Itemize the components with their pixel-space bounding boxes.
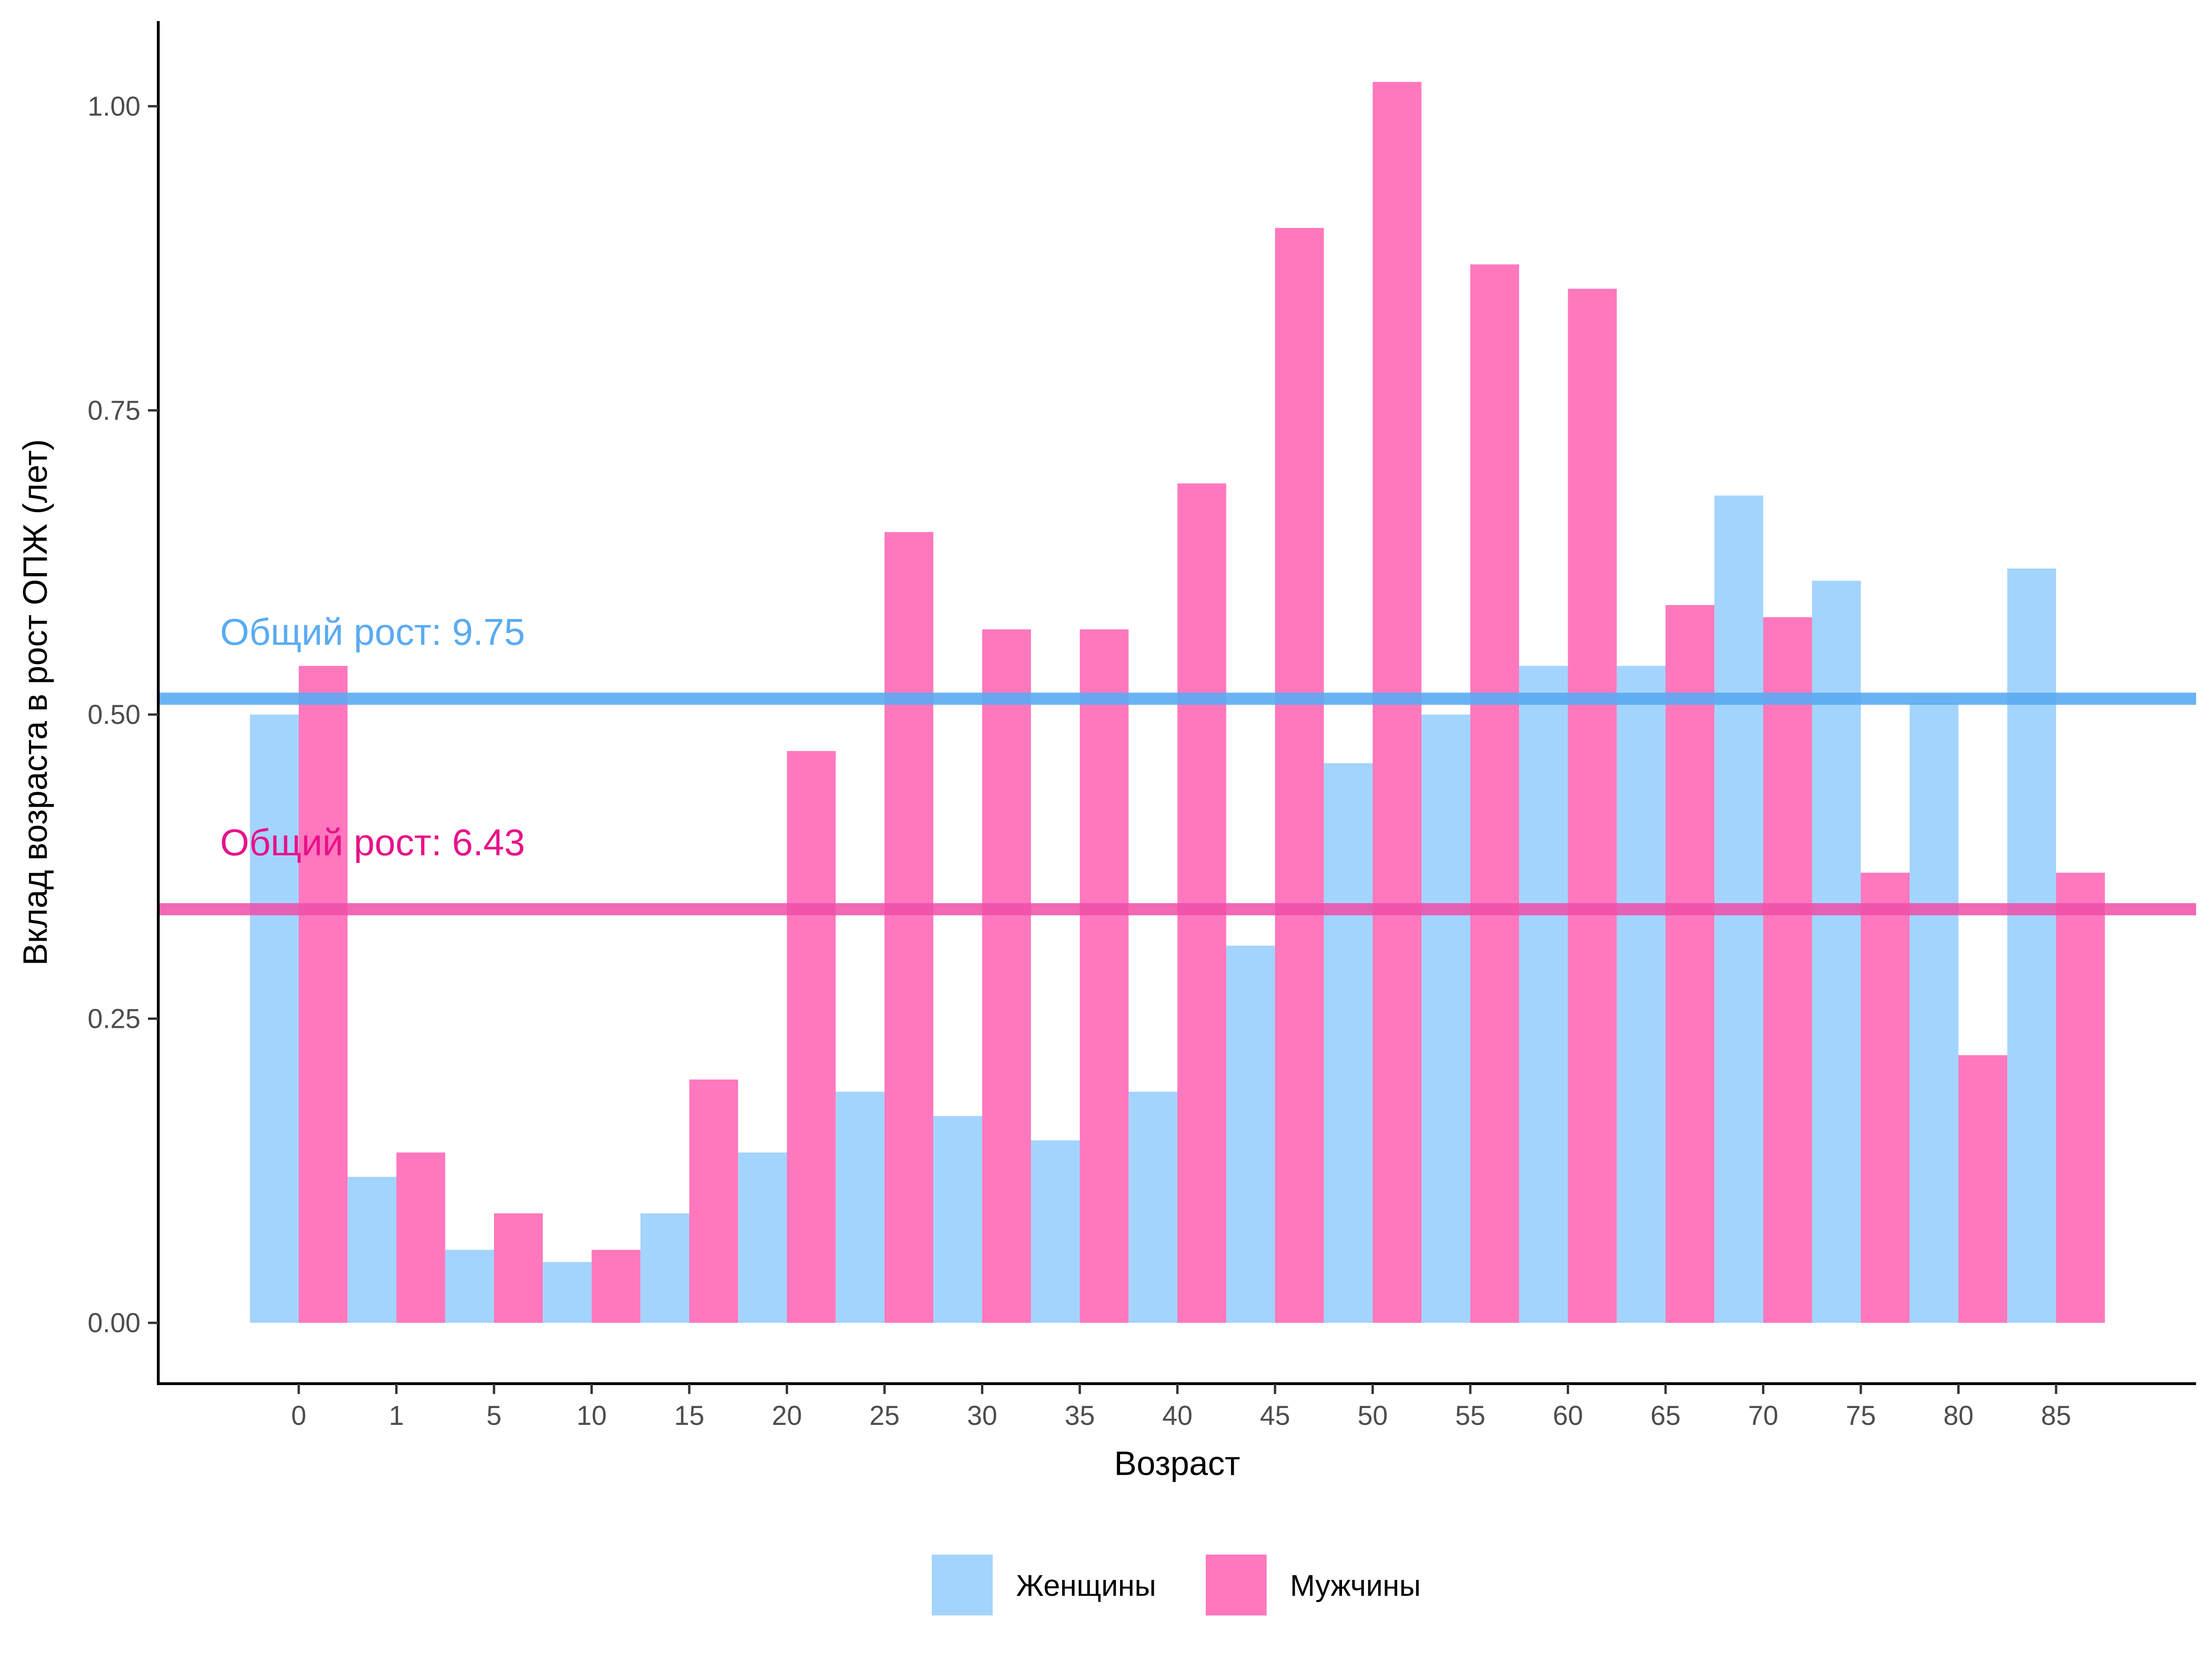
x-tick-label: 0 <box>291 1401 306 1431</box>
x-tick-label: 25 <box>870 1401 900 1431</box>
y-tick-label: 1.00 <box>88 91 140 122</box>
x-tick-label: 10 <box>576 1401 607 1431</box>
bar-women-15 <box>640 1213 689 1323</box>
x-tick-label: 40 <box>1162 1401 1193 1431</box>
bars-layer <box>250 81 2105 1323</box>
y-tick-label: 0.25 <box>88 1004 140 1034</box>
x-tick-label: 55 <box>1455 1401 1486 1431</box>
bar-women-25 <box>835 1091 885 1323</box>
legend-swatch-men <box>1206 1555 1267 1615</box>
annotations-layer: Общий рост: 9.75 Общий рост: 6.43 <box>220 611 525 863</box>
legend-label-women: Женщины <box>1016 1569 1156 1602</box>
x-tick-label: 60 <box>1553 1401 1583 1431</box>
bar-women-65 <box>1616 666 1666 1323</box>
y-tick-label: 0.50 <box>88 700 140 730</box>
y-tick-label: 0.75 <box>88 395 140 426</box>
bar-men-15 <box>689 1079 738 1323</box>
bar-men-55 <box>1470 264 1519 1323</box>
bar-men-75 <box>1861 872 1910 1323</box>
bar-women-10 <box>543 1262 592 1323</box>
bar-women-30 <box>933 1116 982 1323</box>
bar-men-80 <box>1958 1055 2007 1323</box>
bar-men-70 <box>1763 617 1812 1323</box>
x-tick-label: 45 <box>1260 1401 1290 1431</box>
reference-line-label-1: Общий рост: 9.75 <box>220 611 525 653</box>
bar-men-1 <box>396 1152 445 1323</box>
bar-men-25 <box>885 532 934 1323</box>
bar-women-55 <box>1421 714 1470 1323</box>
legend: Женщины Мужчины <box>932 1555 1421 1615</box>
bar-women-0 <box>250 714 299 1323</box>
x-axis-title: Возраст <box>1114 1445 1240 1482</box>
bar-men-5 <box>494 1213 543 1323</box>
x-tick-label: 15 <box>674 1401 705 1431</box>
bar-women-45 <box>1226 945 1275 1323</box>
x-tick-label: 65 <box>1651 1401 1681 1431</box>
legend-label-men: Мужчины <box>1290 1569 1421 1602</box>
bar-men-45 <box>1275 228 1324 1323</box>
bar-men-85 <box>2056 872 2105 1323</box>
x-tick-label: 35 <box>1065 1401 1095 1431</box>
x-tick-label: 80 <box>1943 1401 1974 1431</box>
bar-women-35 <box>1031 1140 1080 1323</box>
y-axis-title: Вклад возраста в рост ОПЖ (лет) <box>17 439 54 966</box>
x-tick-label: 30 <box>967 1401 997 1431</box>
y-tick-label: 0.00 <box>88 1308 140 1338</box>
bar-men-0 <box>299 666 348 1323</box>
x-tick-label: 50 <box>1357 1401 1388 1431</box>
reference-line-label-2: Общий рост: 6.43 <box>220 822 525 863</box>
bar-men-65 <box>1666 605 1715 1323</box>
bar-women-50 <box>1324 763 1373 1323</box>
x-tick-label: 85 <box>2041 1401 2072 1431</box>
bar-men-35 <box>1080 629 1129 1323</box>
bar-women-80 <box>1910 702 1959 1323</box>
bar-women-75 <box>1812 581 1861 1323</box>
bar-women-1 <box>347 1177 397 1323</box>
bar-women-60 <box>1519 666 1568 1323</box>
bar-men-20 <box>787 751 836 1323</box>
bar-men-10 <box>591 1250 641 1323</box>
bar-women-40 <box>1128 1091 1178 1323</box>
reference-lines-layer <box>158 693 2196 915</box>
x-tick-label: 70 <box>1748 1401 1778 1431</box>
x-tick-label: 1 <box>389 1401 404 1431</box>
x-tick-label: 20 <box>772 1401 802 1431</box>
legend-swatch-women <box>932 1555 993 1615</box>
y-ticks: 0.00 0.25 0.50 0.75 1.00 <box>88 91 158 1338</box>
bar-men-60 <box>1568 288 1617 1323</box>
x-ticks: 0 1 5 10 15 20 25 30 35 40 45 50 55 60 65 70 75 80 85 <box>291 1384 2071 1431</box>
bar-women-85 <box>2007 568 2056 1323</box>
x-tick-label: 5 <box>487 1401 501 1431</box>
bar-women-5 <box>445 1250 494 1323</box>
x-tick-label: 75 <box>1846 1401 1876 1431</box>
bar-men-30 <box>982 629 1031 1323</box>
bar-women-20 <box>738 1152 787 1323</box>
